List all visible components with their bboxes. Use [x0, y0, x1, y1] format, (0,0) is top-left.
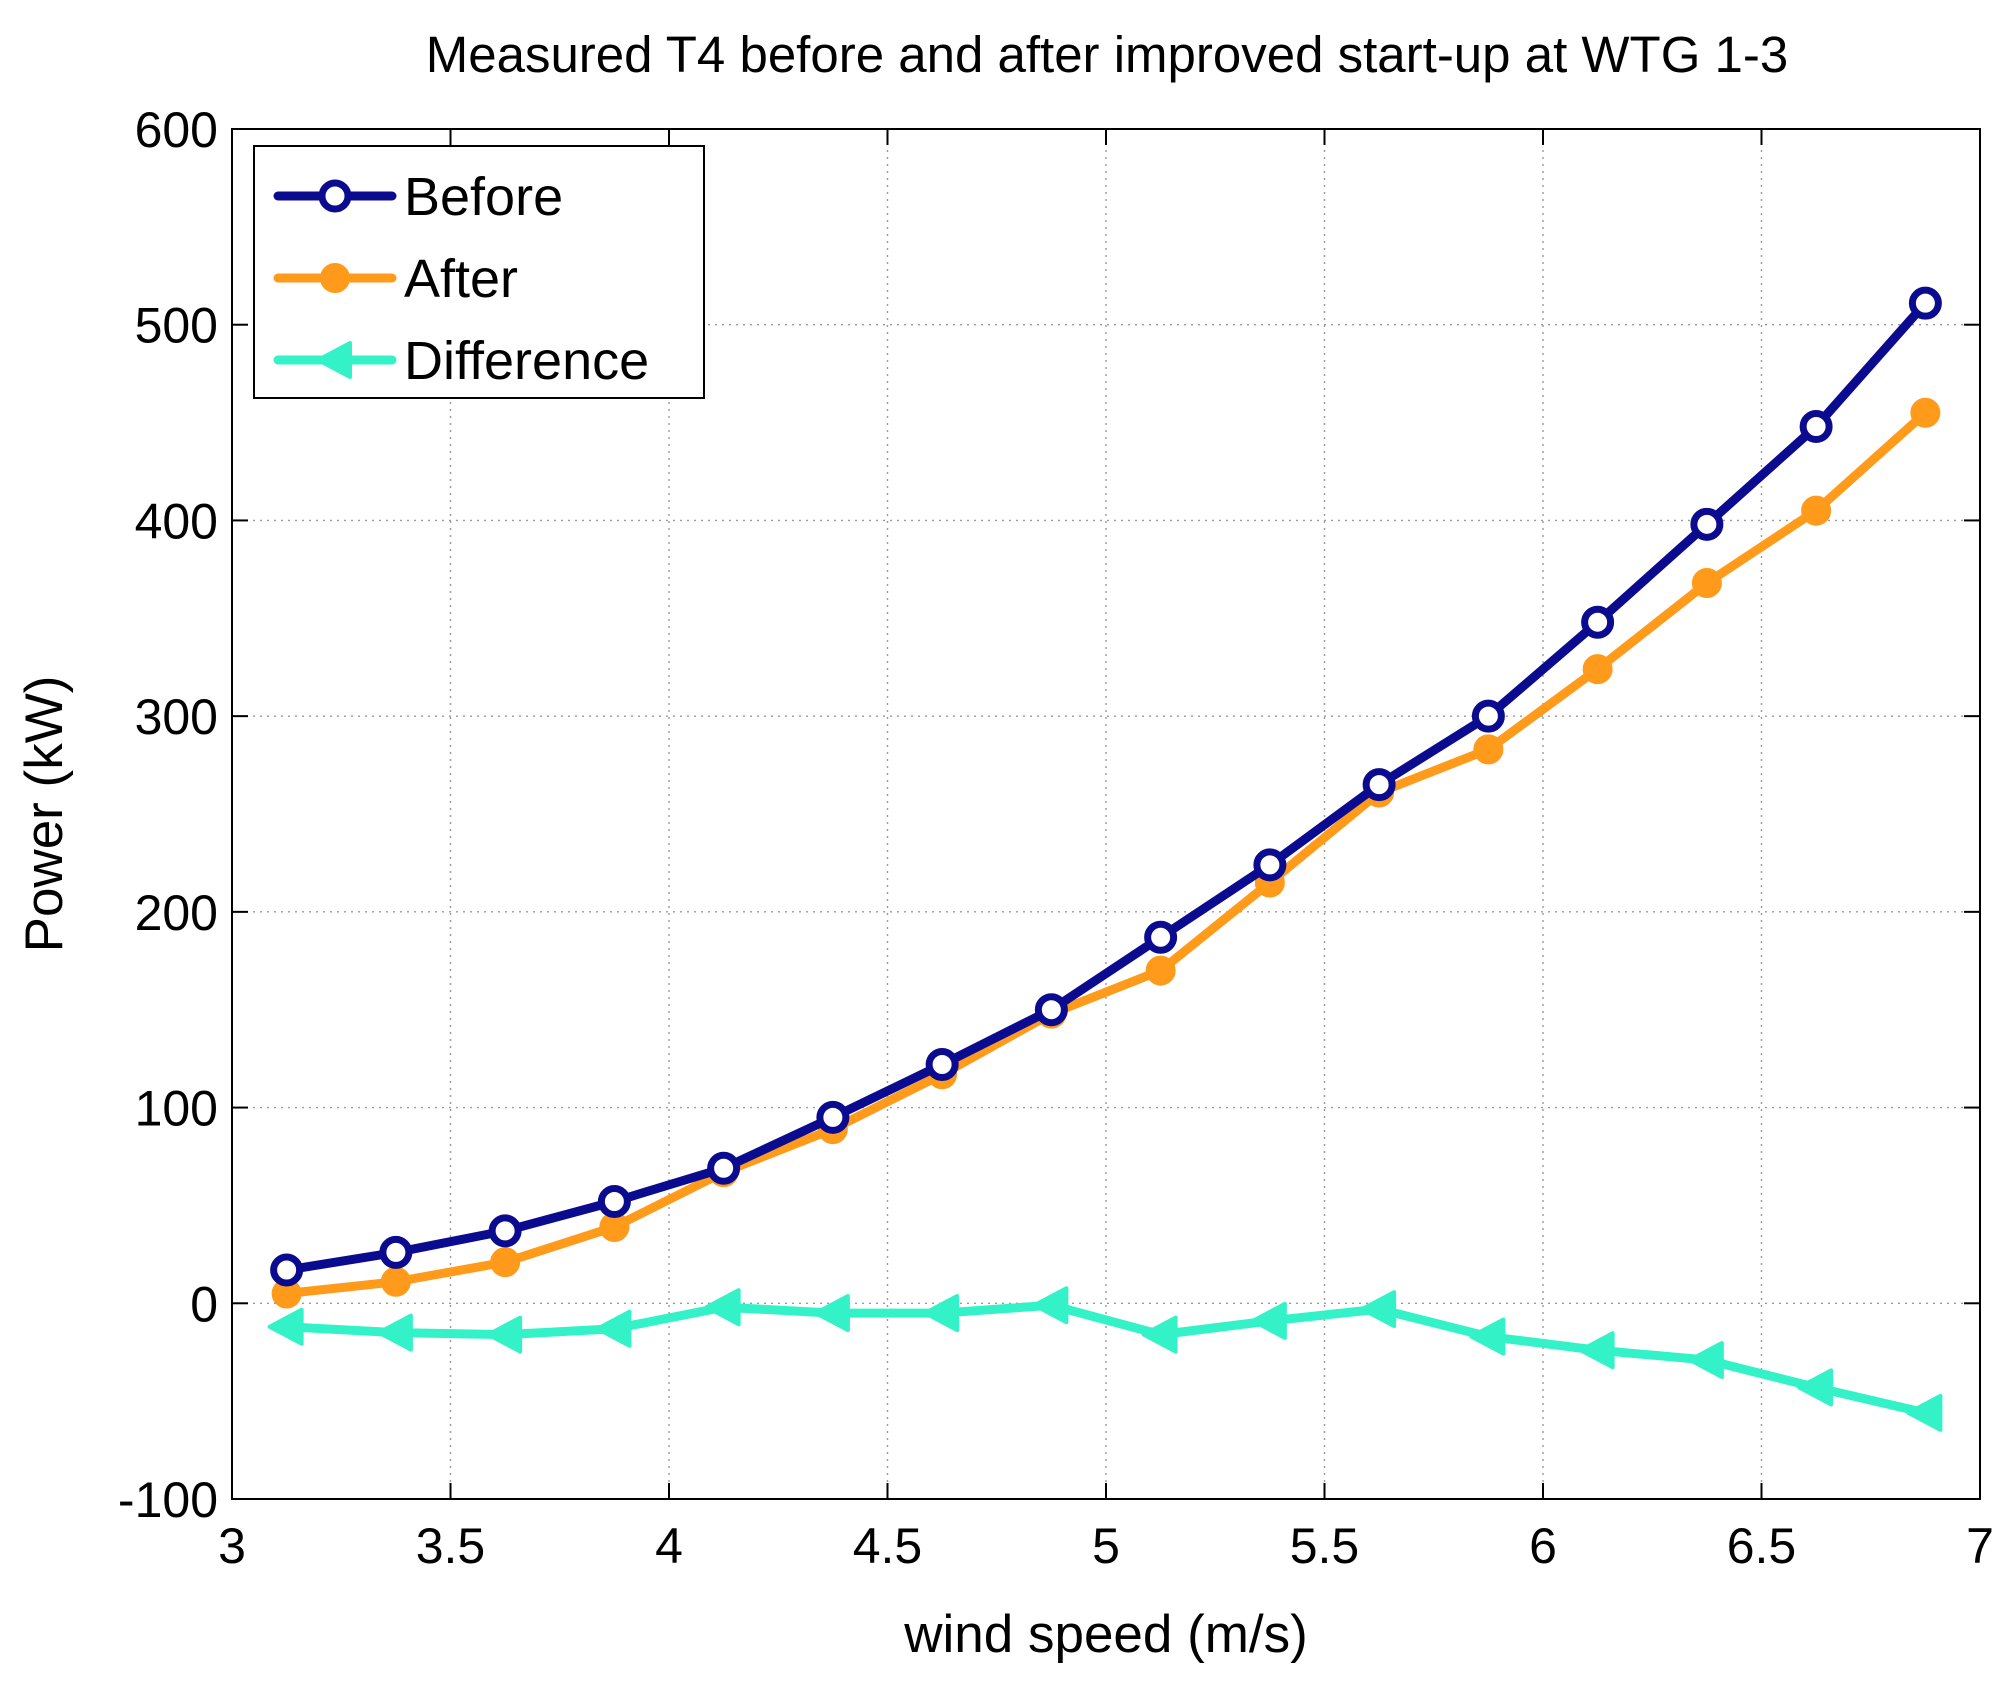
x-axis-label: wind speed (m/s): [903, 1605, 1308, 1664]
legend: Before After Difference: [253, 145, 705, 399]
y-tick-label: 400: [135, 493, 218, 549]
data-point-before: [1471, 699, 1505, 733]
x-tick-label: 5.5: [1290, 1518, 1360, 1574]
data-point-before: [1144, 920, 1178, 954]
y-tick-label: 100: [135, 1081, 218, 1137]
y-tick-label: -100: [118, 1472, 218, 1528]
plot-area-frame: [231, 128, 1981, 1500]
y-tick-label: 500: [135, 298, 218, 354]
data-point-difference: [1032, 1286, 1069, 1325]
x-tick-label: 4: [655, 1518, 683, 1574]
series-lines: [267, 286, 1943, 1432]
y-tick-label: 300: [135, 689, 218, 745]
x-tick-label: 5: [1092, 1518, 1120, 1574]
data-point-before: [488, 1214, 522, 1248]
legend-label-after: After: [404, 249, 518, 309]
data-point-before: [1690, 507, 1724, 541]
series-difference: [267, 1286, 1943, 1432]
series-line-before: [282, 298, 1930, 1275]
y-tick-label: 0: [190, 1276, 218, 1332]
data-point-difference: [1141, 1315, 1178, 1354]
x-tick-label: 4.5: [853, 1518, 923, 1574]
data-point-difference: [486, 1315, 523, 1354]
data-point-difference: [813, 1294, 850, 1333]
x-tick-label: 3: [218, 1518, 246, 1574]
data-point-after: [1910, 397, 1941, 428]
data-point-after: [380, 1266, 411, 1297]
data-point-before: [597, 1185, 631, 1219]
data-point-difference: [1578, 1331, 1615, 1370]
x-tick-label: 7: [1966, 1518, 1994, 1574]
series-before: [270, 286, 1942, 1287]
data-point-before: [1253, 848, 1287, 882]
data-point-after: [1145, 955, 1176, 986]
data-point-before: [707, 1151, 741, 1185]
legend-label-difference: Difference: [404, 331, 649, 391]
data-point-difference: [1469, 1317, 1506, 1356]
legend-marker-after: [320, 263, 350, 293]
x-tick-label: 3.5: [416, 1518, 486, 1574]
x-tick-label: 6.5: [1727, 1518, 1797, 1574]
data-point-difference: [1687, 1341, 1724, 1380]
legend-label-before: Before: [404, 167, 563, 227]
data-point-before: [1034, 993, 1068, 1027]
series-line-after: [282, 408, 1930, 1298]
y-tick-label: 200: [135, 885, 218, 941]
data-point-difference: [704, 1288, 741, 1327]
data-point-after: [1582, 654, 1613, 685]
data-point-before: [379, 1235, 413, 1269]
x-tick-labels: 3 3.5 4 4.5 5 5.5 6 6.5 7: [218, 1518, 1994, 1574]
grid-lines: [232, 129, 1980, 1499]
chart-title: Measured T4 before and after improved st…: [426, 26, 1789, 83]
data-point-after: [1691, 568, 1722, 599]
data-point-before: [270, 1253, 304, 1287]
data-point-after: [490, 1247, 521, 1278]
data-point-difference: [1797, 1368, 1834, 1407]
data-point-before: [1581, 605, 1615, 639]
data-point-difference: [376, 1313, 413, 1352]
y-axis-label: Power (kW): [15, 676, 74, 953]
legend-marker-difference: [316, 341, 352, 379]
y-tick-labels: -100 0 100 200 300 400 500 600: [118, 102, 218, 1528]
legend-entry-before: Before: [273, 167, 563, 227]
data-point-difference: [595, 1309, 632, 1348]
data-point-before: [1362, 768, 1396, 802]
data-point-before: [925, 1048, 959, 1082]
data-point-after: [1801, 495, 1832, 526]
series-line-difference: [282, 1300, 1930, 1418]
data-point-before: [1908, 286, 1942, 320]
data-point-difference: [1250, 1301, 1287, 1340]
legend-entry-after: After: [273, 249, 518, 309]
y-tick-label: 600: [135, 102, 218, 158]
data-point-difference: [267, 1307, 304, 1346]
data-point-difference: [923, 1294, 960, 1333]
legend-marker-before: [318, 179, 352, 213]
data-point-before: [1799, 409, 1833, 443]
legend-entry-difference: Difference: [273, 331, 649, 391]
data-point-difference: [1360, 1290, 1397, 1329]
data-point-before: [816, 1100, 850, 1134]
x-tick-label: 6: [1529, 1518, 1557, 1574]
data-point-difference: [1906, 1393, 1943, 1432]
data-point-after: [1473, 734, 1504, 765]
